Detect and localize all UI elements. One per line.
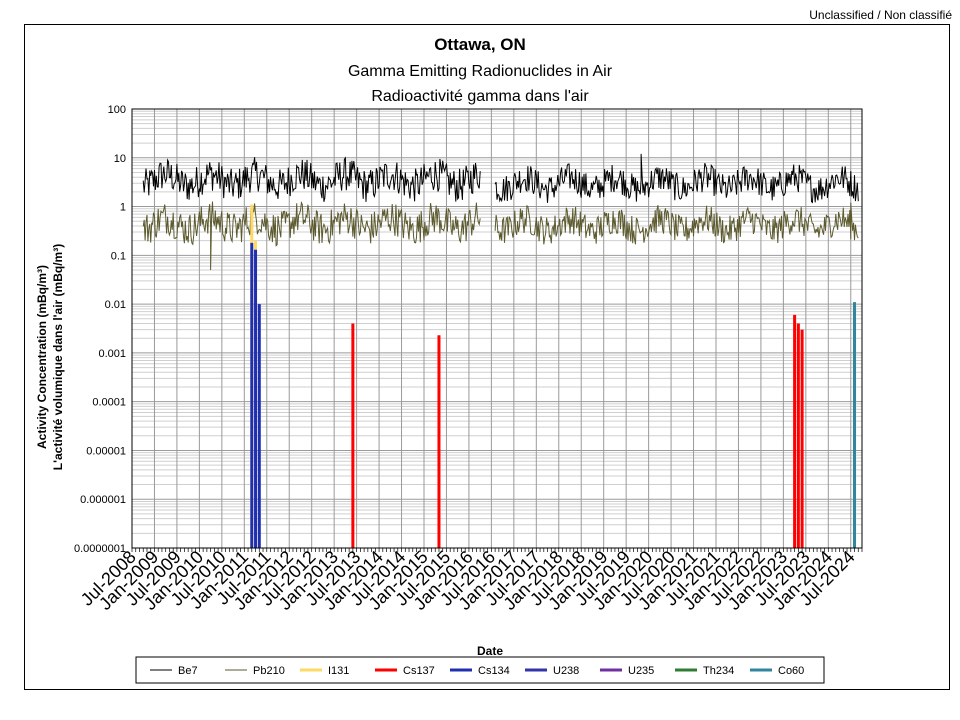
- y-tick-label: 0.000001: [80, 494, 126, 506]
- series-line-be7: [494, 153, 859, 204]
- series-line-pb210: [142, 201, 481, 271]
- plot-area: [131, 108, 863, 549]
- chart-subtitle-en: Gamma Emitting Radionuclides in Air: [348, 63, 613, 80]
- y-tick-label: 0.00001: [86, 445, 126, 457]
- series-line-be7: [142, 156, 481, 202]
- legend-label-cs134: Cs134: [478, 665, 510, 677]
- plot-grid: [131, 109, 863, 552]
- y-tick-label: 0.01: [105, 299, 126, 311]
- legend-label-u238: U238: [553, 665, 579, 677]
- y-axis-ticks: 100 10 1 0.1 0.01 0.001 0.0001 0.00001 0.000001 0…: [74, 104, 126, 555]
- y-tick-label: 0.0000001: [74, 543, 126, 555]
- legend-label-u235: U235: [628, 665, 654, 677]
- y-axis-label-en: Activity Concentration (mBq/m³): [35, 265, 49, 449]
- legend-box: [135, 656, 825, 684]
- series-line-pb210: [494, 202, 859, 245]
- plot-series: [142, 153, 859, 548]
- legend-label-cs137: Cs137: [403, 665, 435, 677]
- y-tick-label: 100: [108, 104, 126, 116]
- chart-frame: [24, 24, 950, 690]
- classification-label: Unclassified / Non classifié: [809, 8, 952, 22]
- y-tick-label: 0.1: [111, 250, 126, 262]
- legend-label-be7: Be7: [178, 665, 198, 677]
- x-axis-ticks: Jul-2008Jan-2009Jul-2009Jan-2010Jul-2010…: [77, 547, 859, 614]
- y-tick-label: 10: [114, 153, 126, 165]
- y-axis-label-fr: L'activité volumique dans l'air (mBq/m³): [51, 244, 65, 470]
- y-tick-label: 1: [120, 202, 126, 214]
- legend-label-th234: Th234: [703, 665, 734, 677]
- legend-label-i131: I131: [328, 665, 349, 677]
- legend: Be7 Pb210 I131 Cs137 Cs134 U238 U235 Th234 Co60: [150, 665, 804, 677]
- chart-title: Ottawa, ON: [434, 35, 526, 54]
- y-tick-label: 0.001: [98, 348, 126, 360]
- legend-label-pb210: Pb210: [253, 665, 285, 677]
- x-axis-label: Date: [477, 644, 503, 658]
- chart-subtitle-fr: Radioactivité gamma dans l'air: [371, 88, 589, 105]
- y-tick-label: 0.0001: [92, 397, 126, 409]
- legend-label-co60: Co60: [778, 665, 804, 677]
